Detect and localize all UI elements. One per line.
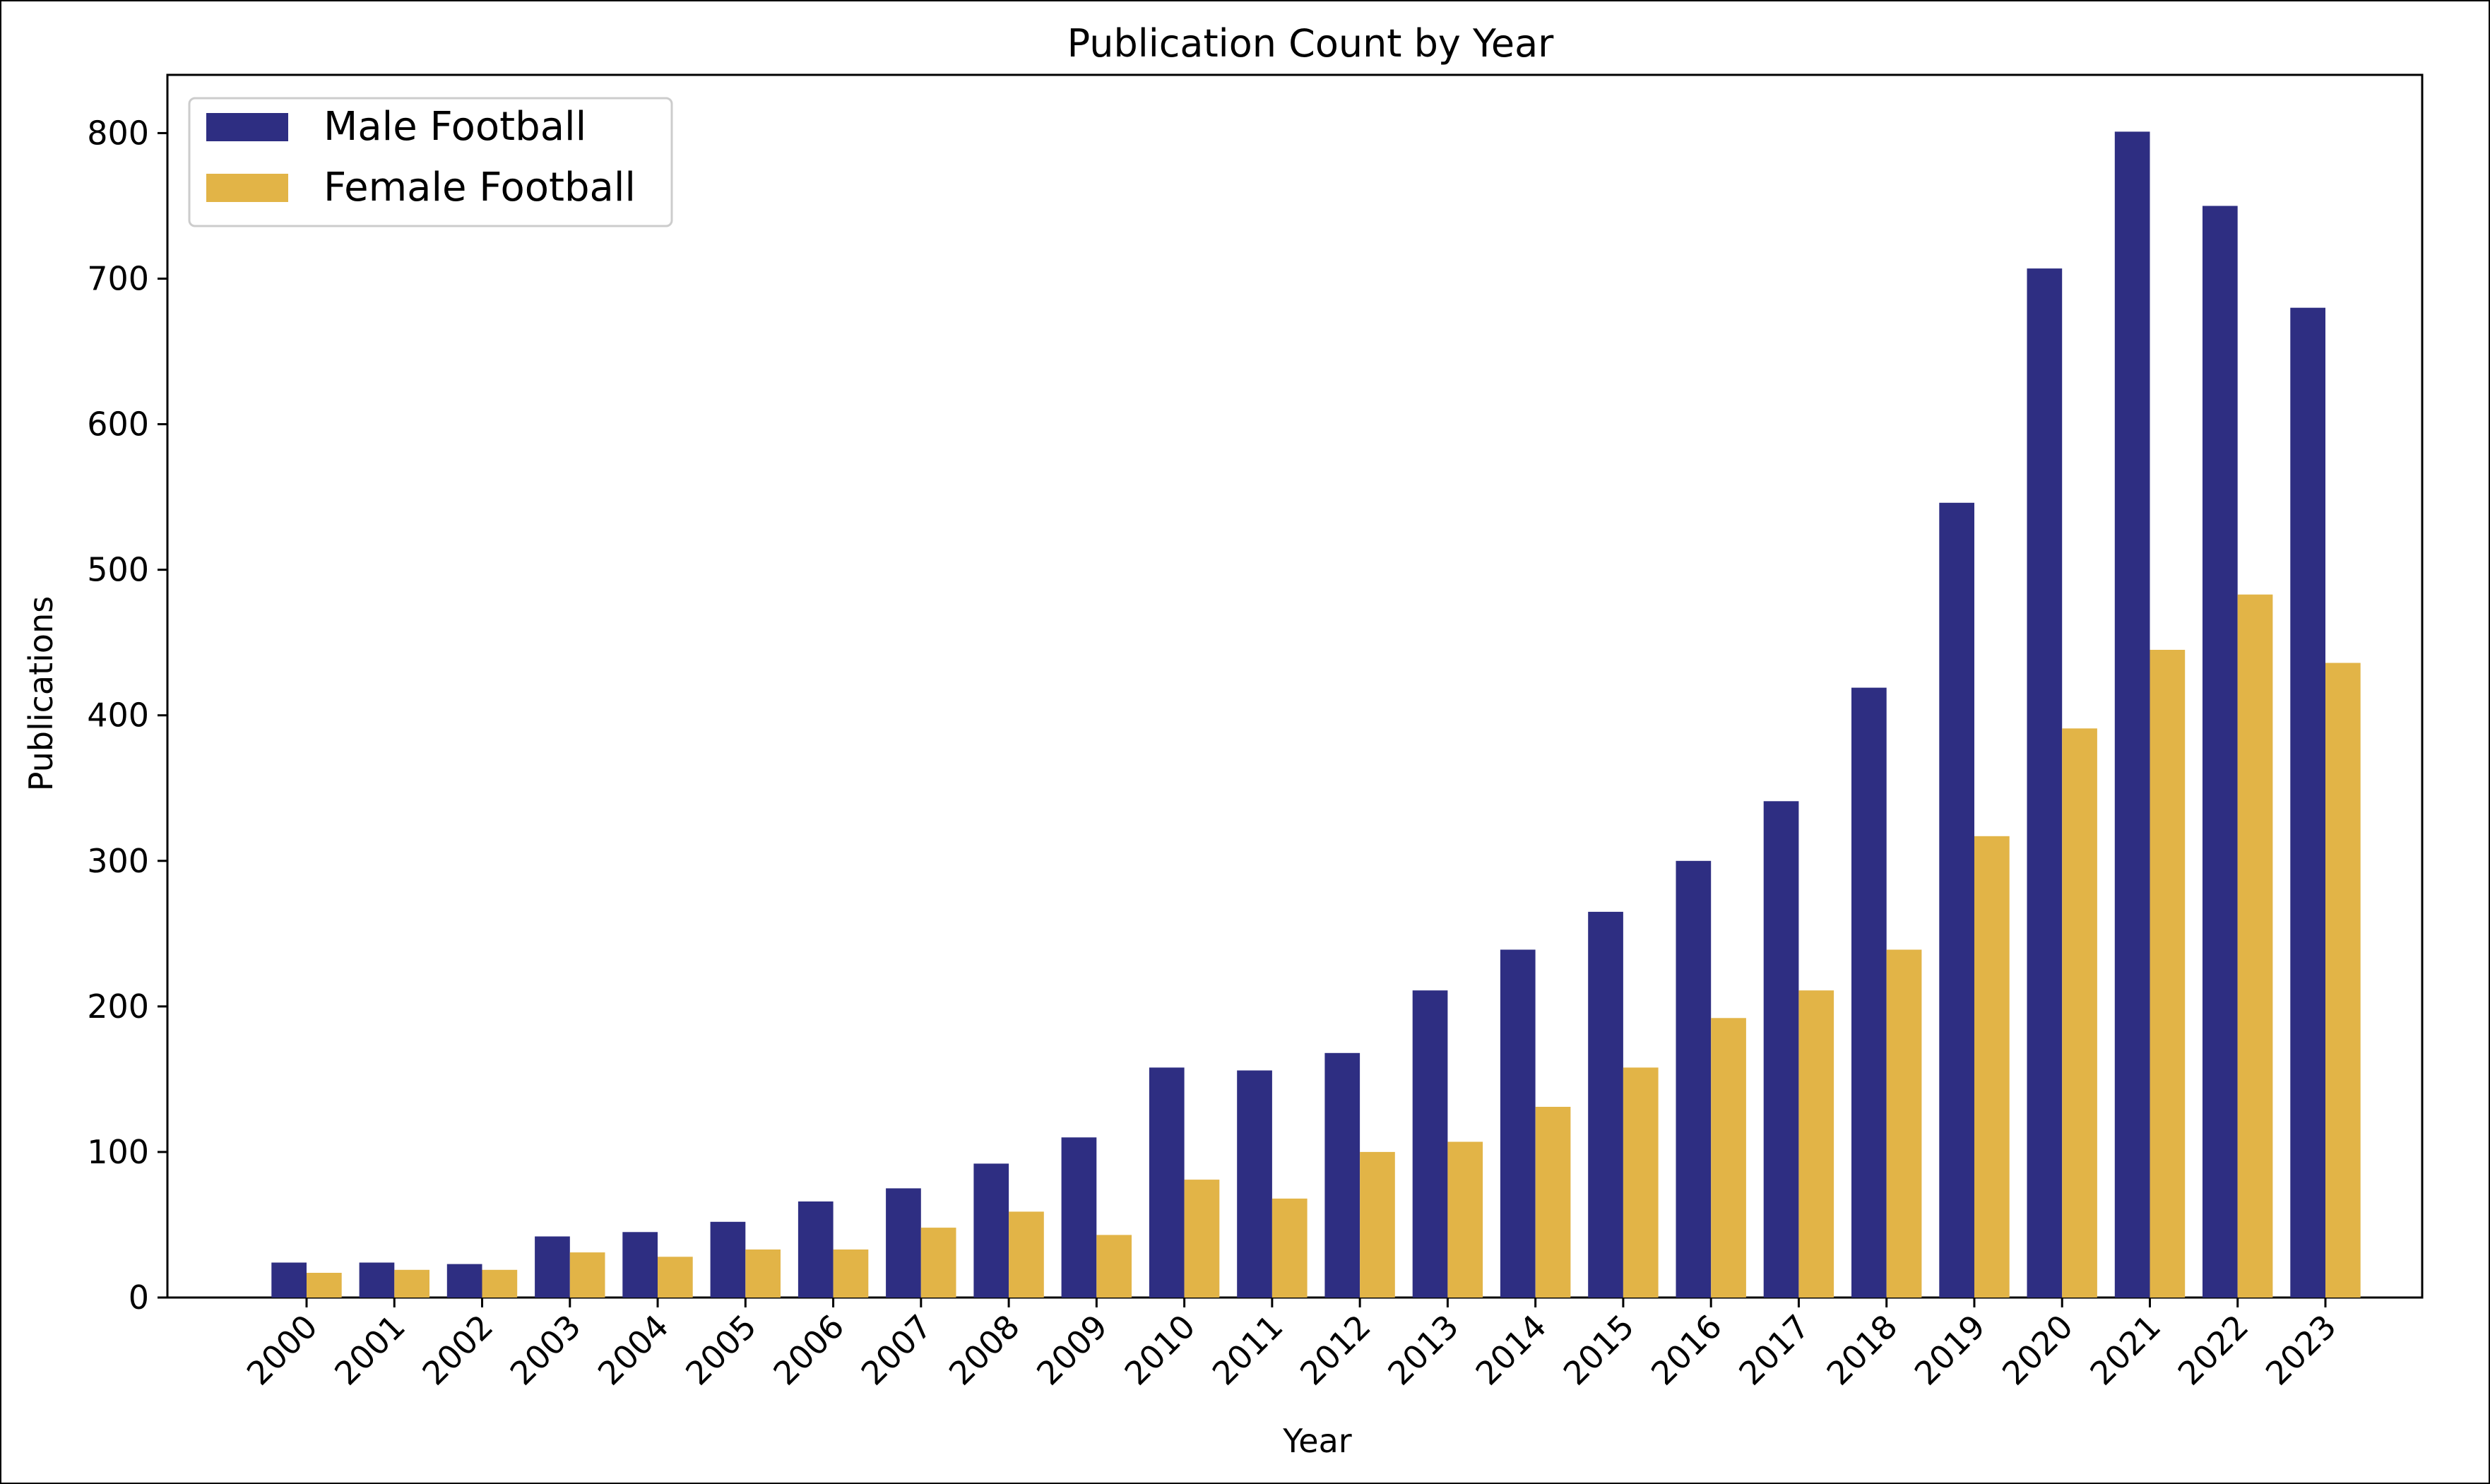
x-tick-label-2012: 2012 [1293, 1307, 1378, 1393]
x-tick-label-2019: 2019 [1907, 1307, 1993, 1393]
bar-female-2014 [1535, 1107, 1571, 1298]
bar-male-2010 [1149, 1067, 1185, 1298]
bar-female-2013 [1447, 1141, 1483, 1298]
bar-male-2003 [535, 1236, 570, 1298]
x-tick-label-2017: 2017 [1731, 1307, 1817, 1393]
bar-male-2020 [2027, 268, 2063, 1298]
bar-male-2021 [2114, 131, 2150, 1298]
bar-female-2018 [1886, 949, 1922, 1298]
y-tick-label-100: 100 [87, 1133, 149, 1171]
bar-male-2016 [1676, 860, 1712, 1298]
bar-male-2004 [622, 1232, 658, 1298]
bar-female-2012 [1360, 1151, 1395, 1298]
y-axis: 0 100 200 300 400 500 600 700 800 [87, 114, 167, 1317]
bar-male-2006 [798, 1201, 834, 1298]
bar-female-2020 [2062, 728, 2097, 1298]
bar-female-2023 [2325, 663, 2361, 1298]
bar-female-2021 [2150, 650, 2186, 1298]
x-tick-label-2006: 2006 [766, 1307, 851, 1393]
bar-male-2013 [1412, 990, 1448, 1298]
bar-female-2005 [745, 1249, 781, 1298]
bar-female-2011 [1271, 1198, 1308, 1298]
legend-swatch-female [206, 174, 288, 202]
x-tick-label-2016: 2016 [1644, 1307, 1729, 1393]
y-tick-label-800: 800 [87, 114, 149, 152]
x-axis: 2000 2001 2002 2003 2004 2005 2006 2007 2008 2009… [239, 1298, 2344, 1393]
bar-male-2019 [1939, 502, 1974, 1298]
bar-male-2009 [1061, 1137, 1097, 1298]
x-tick-label-2005: 2005 [678, 1307, 764, 1393]
x-tick-label-2000: 2000 [239, 1307, 325, 1393]
x-tick-label-2021: 2021 [2082, 1307, 2168, 1393]
bars-group [271, 131, 2361, 1298]
bar-male-2017 [1763, 801, 1799, 1298]
bar-female-2008 [1009, 1211, 1044, 1298]
bar-female-2003 [569, 1252, 605, 1298]
x-tick-label-2020: 2020 [1995, 1307, 2080, 1393]
legend-box [188, 97, 673, 227]
x-axis-label: Year [1282, 1422, 1351, 1460]
bar-female-2002 [482, 1269, 518, 1298]
bar-male-2012 [1324, 1052, 1360, 1298]
bar-female-2010 [1184, 1180, 1220, 1298]
bar-female-2001 [394, 1269, 429, 1298]
bar-male-2018 [1851, 687, 1887, 1298]
bar-male-2001 [359, 1262, 395, 1298]
x-tick-label-2011: 2011 [1205, 1307, 1291, 1393]
legend-swatch-male [206, 113, 288, 141]
x-tick-label-2015: 2015 [1556, 1307, 1642, 1393]
bar-female-2017 [1798, 990, 1834, 1298]
y-tick-label-600: 600 [87, 405, 149, 444]
y-tick-label-400: 400 [87, 696, 149, 735]
bar-male-2007 [886, 1188, 921, 1298]
bar-female-2022 [2237, 594, 2273, 1298]
y-tick-label-700: 700 [87, 260, 149, 298]
bar-female-2007 [920, 1228, 956, 1298]
bar-male-2015 [1588, 911, 1623, 1298]
bar-female-2009 [1096, 1235, 1132, 1298]
bar-male-2011 [1237, 1070, 1272, 1298]
x-tick-label-2013: 2013 [1380, 1307, 1466, 1393]
x-tick-label-2022: 2022 [2171, 1307, 2256, 1393]
bar-female-2000 [307, 1273, 342, 1298]
bar-male-2014 [1500, 949, 1536, 1298]
legend-label-female: Female Football [324, 165, 636, 210]
bar-female-2019 [1974, 836, 2010, 1298]
x-tick-label-2014: 2014 [1468, 1307, 1553, 1393]
bar-male-2002 [446, 1264, 482, 1298]
x-tick-label-2003: 2003 [503, 1307, 588, 1393]
x-tick-label-2004: 2004 [591, 1307, 676, 1393]
bar-female-2006 [833, 1249, 869, 1298]
x-tick-label-2009: 2009 [1029, 1307, 1115, 1393]
y-tick-label-0: 0 [129, 1278, 149, 1317]
bar-female-2016 [1711, 1018, 1746, 1298]
bar-male-2000 [271, 1262, 307, 1298]
y-tick-label-500: 500 [87, 551, 149, 589]
x-tick-label-2023: 2023 [2258, 1307, 2344, 1393]
x-tick-label-2001: 2001 [327, 1307, 413, 1393]
bar-male-2008 [973, 1163, 1009, 1298]
x-tick-label-2008: 2008 [942, 1307, 1027, 1393]
bar-male-2023 [2290, 307, 2325, 1298]
y-tick-label-200: 200 [87, 987, 149, 1026]
x-tick-label-2002: 2002 [415, 1307, 500, 1393]
bar-female-2015 [1623, 1067, 1659, 1298]
y-tick-label-300: 300 [87, 842, 149, 880]
x-tick-label-2010: 2010 [1117, 1307, 1202, 1393]
bar-female-2004 [658, 1257, 693, 1298]
y-axis-label: Publications [22, 596, 60, 791]
legend: Male Football Female Football [188, 97, 673, 227]
x-tick-label-2007: 2007 [854, 1307, 939, 1393]
legend-label-male: Male Football [324, 104, 586, 150]
chart-title: Publication Count by Year [1067, 21, 1555, 66]
bar-male-2022 [2203, 206, 2238, 1298]
bar-male-2005 [710, 1221, 746, 1298]
x-tick-label-2018: 2018 [1820, 1307, 1905, 1393]
